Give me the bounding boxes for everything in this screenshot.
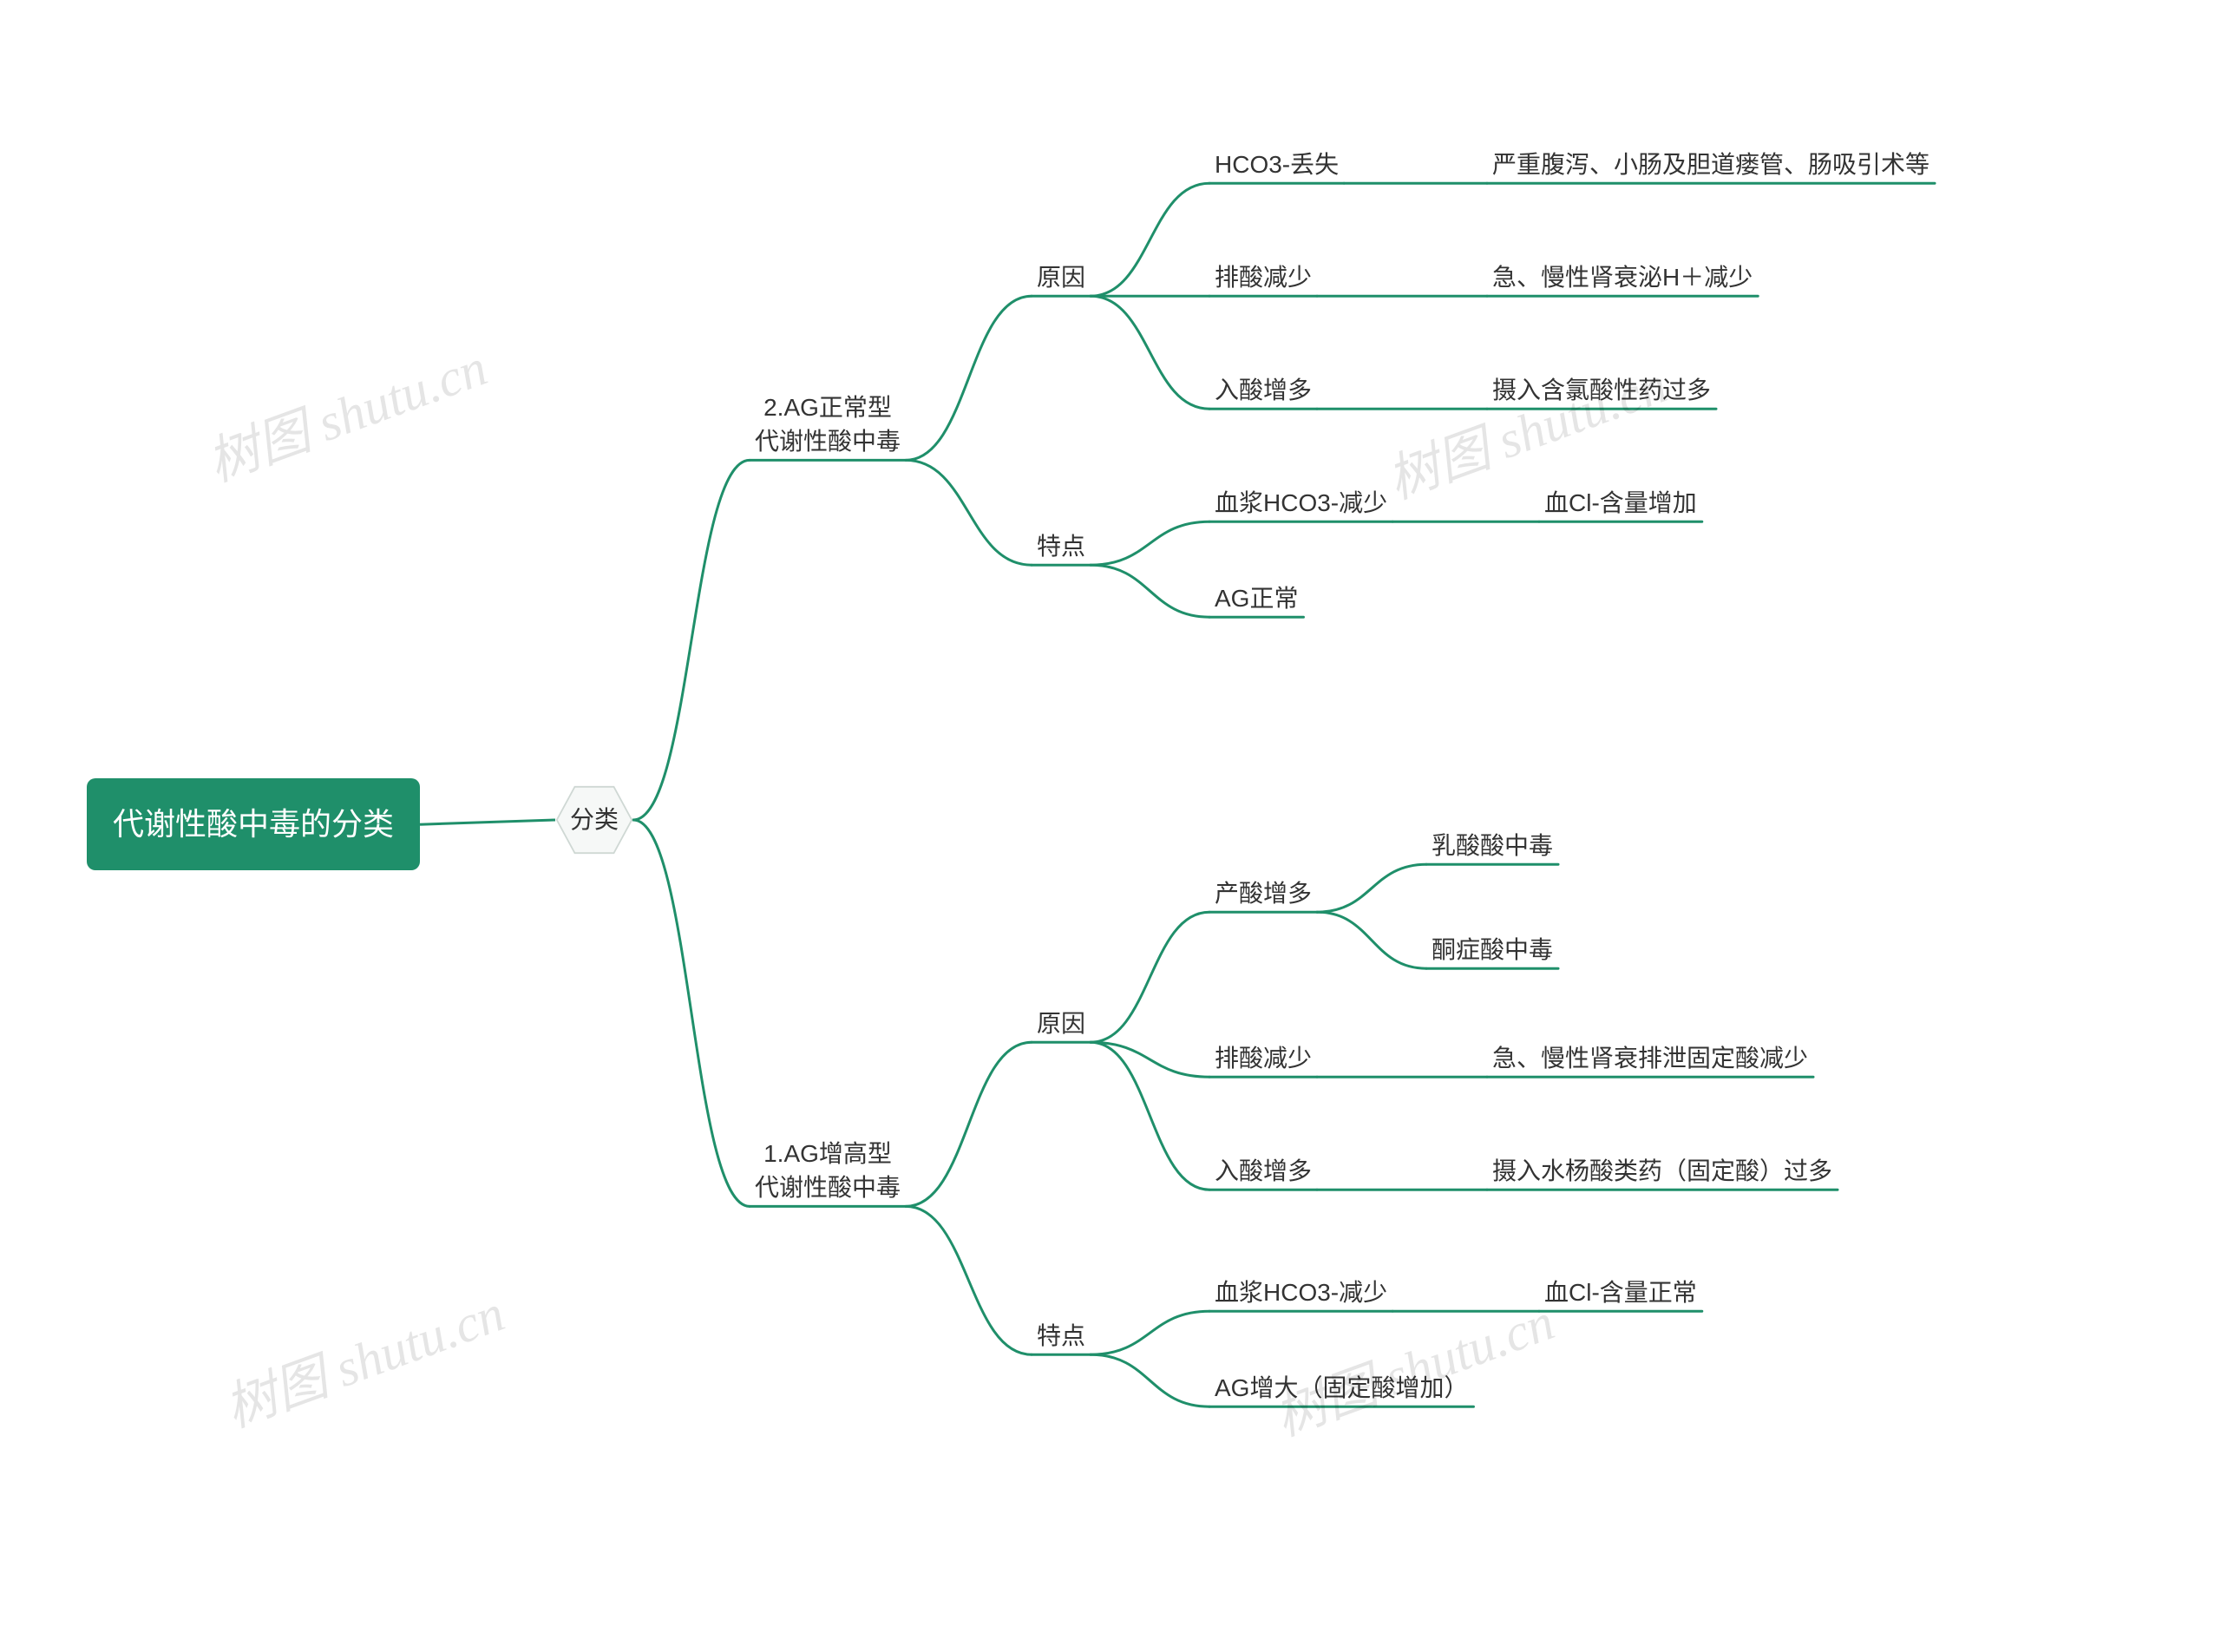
node-b2c2b: AG正常	[1215, 581, 1298, 615]
node-b1c1a: 产酸增多	[1215, 876, 1312, 910]
node-b1c1a2: 酮症酸中毒	[1432, 933, 1553, 967]
node-b2c1a1: 严重腹泻、小肠及胆道瘘管、肠吸引术等	[1492, 148, 1929, 181]
branch-b2: 2.AG正常型 代谢性酸中毒	[755, 390, 901, 458]
branch-b2-line1: 2.AG正常型	[755, 390, 901, 424]
node-b2c1b1: 急、慢性肾衰泌H＋减少	[1492, 260, 1753, 294]
node-b1c2a: 血浆HCO3-减少	[1215, 1275, 1387, 1309]
node-b2c1b: 排酸减少	[1215, 260, 1312, 294]
hex-node: 分类	[555, 785, 633, 855]
node-b1c2a1: 血Cl-含量正常	[1544, 1275, 1697, 1309]
node-b2c1: 原因	[1037, 260, 1085, 294]
node-b1c1a1: 乳酸酸中毒	[1432, 829, 1553, 862]
node-b2c2a1: 血Cl-含量增加	[1544, 486, 1697, 520]
branch-b1: 1.AG增高型 代谢性酸中毒	[755, 1137, 901, 1204]
node-b1c1c1: 摄入水杨酸类药（固定酸）过多	[1492, 1154, 1832, 1188]
branch-b2-line2: 代谢性酸中毒	[755, 424, 901, 458]
root-node: 代谢性酸中毒的分类	[87, 778, 420, 870]
node-b1c2: 特点	[1037, 1319, 1085, 1353]
hex-label: 分类	[570, 803, 619, 836]
node-b2c2a: 血浆HCO3-减少	[1215, 486, 1387, 520]
branch-b1-line1: 1.AG增高型	[755, 1137, 901, 1170]
node-b2c1c: 入酸增多	[1215, 373, 1312, 407]
node-b2c1a: HCO3-丢失	[1215, 148, 1339, 181]
node-b2c2: 特点	[1037, 529, 1085, 563]
node-b1c1b1: 急、慢性肾衰排泄固定酸减少	[1492, 1041, 1808, 1075]
branch-b1-line2: 代谢性酸中毒	[755, 1170, 901, 1204]
node-b1c1c: 入酸增多	[1215, 1154, 1312, 1188]
node-b2c1c1: 摄入含氯酸性药过多	[1492, 373, 1711, 407]
node-b1c1: 原因	[1037, 1006, 1085, 1040]
node-b1c2b: AG增大（固定酸增加）	[1215, 1371, 1468, 1405]
node-b1c1b: 排酸减少	[1215, 1041, 1312, 1075]
